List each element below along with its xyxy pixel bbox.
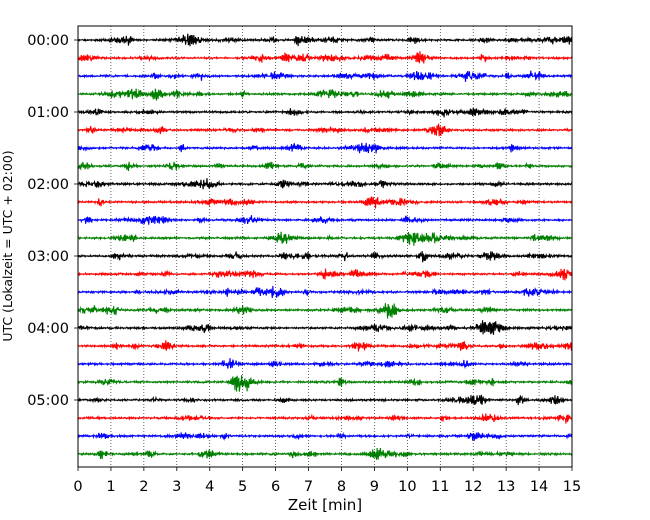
trace-row [77, 320, 572, 335]
plot-frame [77, 25, 573, 468]
trace-row [77, 394, 573, 406]
x-tick-label: 10 [398, 479, 416, 495]
y-tick-label: 00:00 [27, 33, 69, 49]
trace-row [77, 340, 573, 352]
x-axis-ticks: 0 1 2 3 4 5 6 7 8 9 10 11 12 13 14 15 [73, 467, 581, 495]
x-tick-label: 9 [370, 479, 379, 495]
y-tick-label: 01:00 [27, 105, 69, 121]
x-axis-label: Zeit [min] [288, 496, 362, 514]
x-tick-label: 7 [304, 479, 313, 495]
trace-row [77, 196, 573, 209]
trace-row [77, 33, 573, 47]
x-tick-label: 12 [464, 479, 482, 495]
x-tick-label: 3 [172, 479, 181, 495]
trace-row [77, 268, 573, 281]
y-axis-label: UTC (Lokalzeit = UTC + 02:00) [0, 150, 15, 341]
trace-row [77, 88, 573, 101]
trace-row [77, 161, 573, 172]
trace-row [77, 70, 573, 82]
x-tick-label: 2 [139, 479, 148, 495]
y-axis-ticks: 00:00 01:00 02:00 03:00 04:00 05:00 [27, 33, 78, 409]
x-tick-label: 4 [205, 479, 214, 495]
trace-row [77, 375, 573, 392]
trace-row [77, 178, 573, 190]
trace-row [77, 215, 573, 225]
trace-row [77, 358, 573, 370]
trace-row [77, 447, 573, 460]
trace-row [77, 413, 573, 424]
x-tick-label: 13 [497, 479, 515, 495]
y-tick-label: 02:00 [27, 177, 69, 193]
x-tick-label: 5 [238, 479, 247, 495]
trace-row [77, 303, 573, 319]
y-tick-label: 05:00 [27, 393, 69, 409]
trace-row [77, 123, 573, 137]
trace-row [77, 431, 573, 441]
x-tick-label: 15 [563, 479, 581, 495]
trace-row [77, 231, 573, 246]
trace-row [77, 285, 573, 299]
x-tick-label: 1 [106, 479, 115, 495]
trace-row [77, 142, 573, 154]
trace-row [77, 250, 572, 263]
y-tick-label: 03:00 [27, 249, 69, 265]
x-tick-label: 11 [431, 479, 449, 495]
y-tick-label: 04:00 [27, 321, 69, 337]
x-tick-label: 6 [271, 479, 280, 495]
x-tick-label: 14 [530, 479, 548, 495]
trace-rows [77, 33, 573, 460]
trace-row [77, 51, 573, 64]
x-tick-label: 0 [73, 479, 82, 495]
x-tick-label: 8 [337, 479, 346, 495]
trace-row [77, 107, 573, 118]
